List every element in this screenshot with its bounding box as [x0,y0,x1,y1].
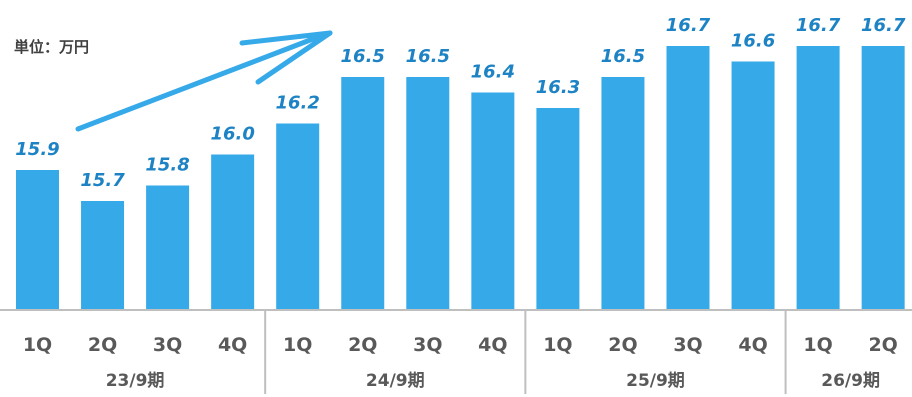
value-label-3: 15.8 [145,155,189,176]
x-tick-label-7: 3Q [413,334,442,356]
x-axis [0,309,912,394]
value-label-7: 16.5 [406,46,450,67]
period-label-2: 24/9期 [366,371,425,391]
x-tick-label-5: 1Q [283,334,312,356]
x-tick-label-6: 2Q [348,334,377,356]
x-tick-label-1: 1Q [23,334,52,356]
bar-2 [81,201,125,309]
period-label-1: 23/9期 [106,371,165,391]
x-tick-label-9: 1Q [543,334,572,356]
period-label-4: 26/9期 [821,371,880,391]
bar-10 [601,77,645,309]
trend-arrow [75,30,333,132]
value-label-6: 16.5 [341,46,385,67]
x-tick-label-12: 4Q [738,334,767,356]
value-label-12: 16.6 [731,31,775,52]
value-label-9: 16.3 [536,77,580,98]
value-label-1: 15.9 [15,139,59,160]
bar-3 [146,185,190,309]
x-tick-label-3: 3Q [153,334,182,356]
bar-9 [536,108,580,309]
x-tick-label-4: 4Q [218,334,247,356]
value-labels-group: 15.9 15.7 15.8 16.0 16.2 16.5 16.5 16.4 16.3 16.5… [15,15,906,191]
trend-arrow-head-lower [255,30,333,85]
unit-label: 単位：万円 [14,38,90,56]
x-tick-label-8: 4Q [478,334,507,356]
trend-arrow-shaft [75,34,321,132]
value-label-4: 16.0 [210,124,254,145]
period-labels: 23/9期 24/9期 25/9期 26/9期 [106,371,880,391]
bar-1 [16,170,59,309]
value-label-5: 16.2 [275,93,319,114]
x-tick-labels: 1Q 2Q 3Q 4Q 1Q 2Q 3Q 4Q 1Q 2Q 3Q 4Q 1Q 2Q [23,334,898,356]
bar-5 [276,123,320,309]
value-label-13: 16.7 [796,15,841,36]
x-tick-label-11: 3Q [673,334,702,356]
x-tick-label-10: 2Q [608,334,637,356]
value-label-8: 16.4 [471,62,515,83]
value-label-11: 16.7 [666,15,711,36]
bar-12 [731,61,775,309]
bars-group [16,46,905,309]
period-label-3: 25/9期 [626,371,685,391]
x-tick-label-14: 2Q [868,334,897,356]
bar-6 [341,77,385,309]
trend-arrow-head-upper [239,30,333,46]
x-tick-label-2: 2Q [88,334,117,356]
bar-13 [796,46,840,309]
x-tick-label-13: 1Q [803,334,832,356]
bar-7 [406,77,450,309]
bar-14 [861,46,905,309]
value-label-2: 15.7 [80,170,125,191]
value-label-14: 16.7 [861,15,906,36]
bar-4 [211,154,255,309]
value-label-10: 16.5 [601,46,645,67]
bar-8 [471,92,515,309]
bar-11 [666,46,710,309]
